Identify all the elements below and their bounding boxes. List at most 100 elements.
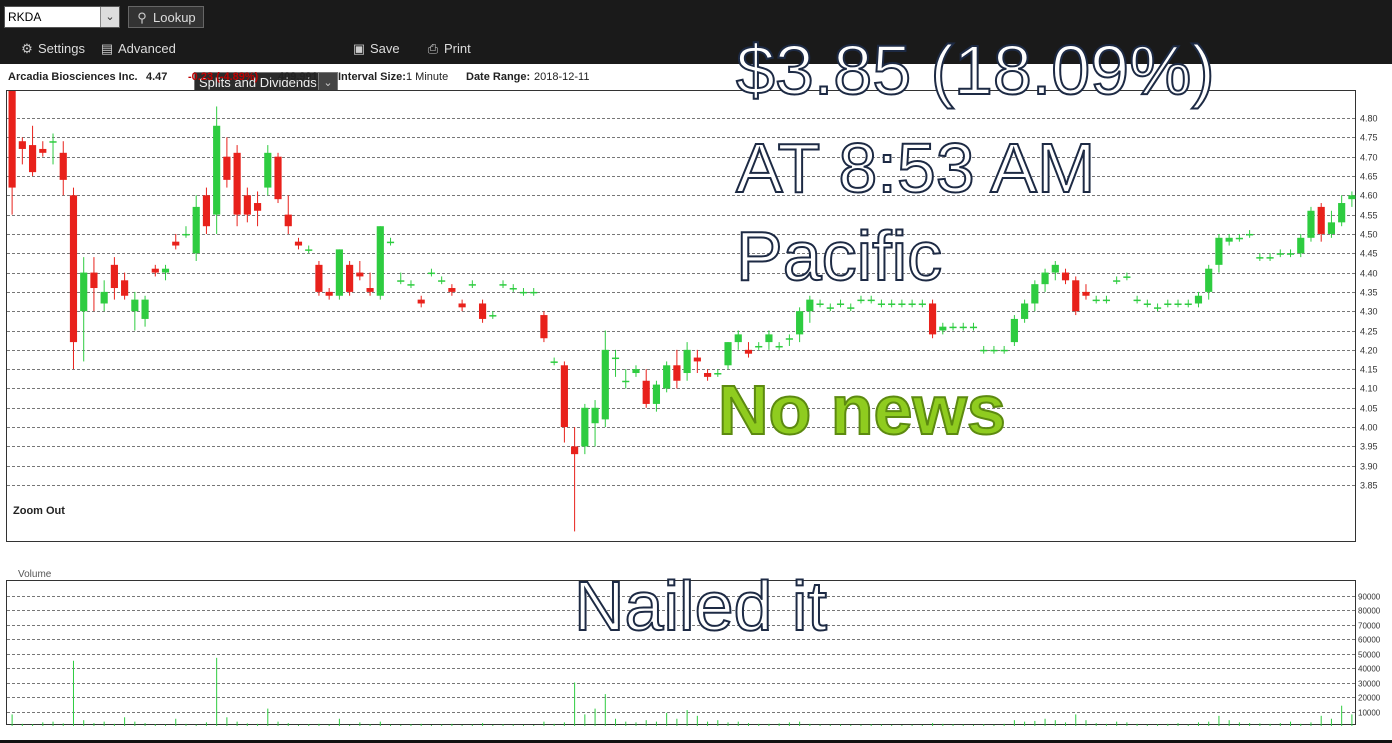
candle-body <box>673 365 681 381</box>
candle-body <box>1031 284 1039 304</box>
candle-body <box>949 326 957 329</box>
candle-body <box>468 284 476 286</box>
candle-body <box>622 380 630 383</box>
candle-body <box>1317 206 1325 234</box>
candle-body <box>131 299 139 312</box>
candle-body <box>1266 257 1274 259</box>
candle-body <box>172 241 180 246</box>
volume-tick-label: 30000 <box>1358 680 1381 689</box>
top-toolbar: ⌄ ⚲ Lookup <box>0 0 1392 34</box>
price-change: -0.23 (-4.89%) <box>188 71 259 83</box>
candle-body <box>1338 203 1346 223</box>
candle-body <box>806 299 814 312</box>
candle-body <box>939 326 947 331</box>
candle-body <box>448 288 456 292</box>
candle-body <box>980 349 988 352</box>
candle-body <box>182 233 190 236</box>
splits-dividends-select[interactable]: Splits and Dividends ⌄ <box>194 72 338 94</box>
candle-body <box>253 203 262 211</box>
chevron-down-icon[interactable]: ⌄ <box>318 73 337 93</box>
print-button[interactable]: ⎙ Print <box>426 38 471 60</box>
advanced-button[interactable]: ▤ Advanced <box>100 38 176 60</box>
candle-body <box>663 365 671 389</box>
candle-body <box>192 206 200 254</box>
candle-body <box>1307 210 1315 238</box>
quote-info-bar: Arcadia Biosciences Inc. 4.47 -0.23 (-4.… <box>0 64 1392 88</box>
volume-tick-label: 80000 <box>1358 607 1381 616</box>
zoom-out-link[interactable]: Zoom Out <box>13 505 65 517</box>
chevron-down-icon[interactable]: ⌄ <box>100 7 119 27</box>
lookup-label: Lookup <box>153 10 196 25</box>
candle-body <box>652 384 661 404</box>
candle-body <box>213 125 221 215</box>
candle-body <box>151 268 159 273</box>
lookup-button[interactable]: ⚲ Lookup <box>128 6 204 28</box>
candle-body <box>1143 303 1151 305</box>
volume-panel-label: Volume <box>18 569 52 580</box>
save-button[interactable]: ▣ Save <box>352 38 400 60</box>
candle-body <box>1205 268 1213 292</box>
price-tick-label: 4.60 <box>1360 191 1378 201</box>
candle-body <box>888 303 896 305</box>
candle-body <box>223 156 231 180</box>
candle-body <box>397 280 405 282</box>
price-tick-label: 4.65 <box>1360 172 1378 182</box>
price-tick-label: 4.30 <box>1360 307 1378 317</box>
overlay-timezone-text: Pacific <box>735 216 943 296</box>
candle-body <box>1133 299 1141 302</box>
price-tick-label: 4.05 <box>1360 404 1378 414</box>
candle-body <box>346 264 354 292</box>
symbol-input[interactable] <box>5 7 103 27</box>
candle-body <box>724 342 732 366</box>
search-icon: ⚲ <box>137 10 147 25</box>
candle-body <box>816 303 824 305</box>
candle-body <box>1194 295 1203 304</box>
candle-body <box>499 284 507 286</box>
candle-body <box>1051 264 1059 273</box>
candle-body <box>458 303 466 308</box>
overlay-price-text: $3.85 (18.09%) <box>735 30 1216 110</box>
candle-body <box>918 303 926 305</box>
candle-body <box>335 249 343 296</box>
candle-body <box>755 345 763 348</box>
candle-body <box>540 315 548 339</box>
candle-body <box>734 334 742 343</box>
chart-icon: ▤ <box>100 41 114 56</box>
candle-body <box>785 338 793 340</box>
settings-button[interactable]: ⚙ Settings <box>20 38 85 60</box>
price-tick-label: 4.35 <box>1360 288 1378 298</box>
candle-body <box>550 361 558 363</box>
candle-body <box>847 307 855 309</box>
candle-body <box>1113 280 1121 282</box>
candle-body <box>519 291 528 294</box>
interval-value: 1 Minute <box>406 71 449 83</box>
volume-chart-panel[interactable] <box>6 580 1357 726</box>
candle-body <box>386 241 395 244</box>
price-chart-panel[interactable]: Zoom Out <box>6 87 1357 542</box>
candle-body <box>1235 237 1243 240</box>
candle-body <box>969 326 978 329</box>
candle-body <box>898 303 906 305</box>
print-label: Print <box>444 41 471 56</box>
company-name: Arcadia Biosciences Inc. <box>8 71 138 83</box>
candle-body <box>1184 303 1192 305</box>
price-tick-label: 4.00 <box>1360 423 1378 433</box>
price-tick-label: 4.25 <box>1360 327 1378 337</box>
candle-body <box>744 349 753 354</box>
symbol-field[interactable]: ⌄ <box>4 6 120 28</box>
candle-body <box>601 349 609 420</box>
bottom-border <box>0 740 1392 743</box>
candle-body <box>990 349 998 352</box>
candle-body <box>100 291 108 304</box>
price-tick-label: 4.55 <box>1360 211 1378 221</box>
candle-body <box>857 299 865 302</box>
price-chart <box>7 87 1357 532</box>
candle-body <box>1286 253 1295 255</box>
candle-body <box>264 152 272 188</box>
price-tick-label: 4.40 <box>1360 269 1378 279</box>
candle-body <box>1092 299 1100 302</box>
candle-body <box>1348 195 1356 200</box>
candle-body <box>836 303 845 305</box>
price-tick-label: 4.20 <box>1360 346 1378 356</box>
volume-tick-label: 20000 <box>1358 694 1381 703</box>
